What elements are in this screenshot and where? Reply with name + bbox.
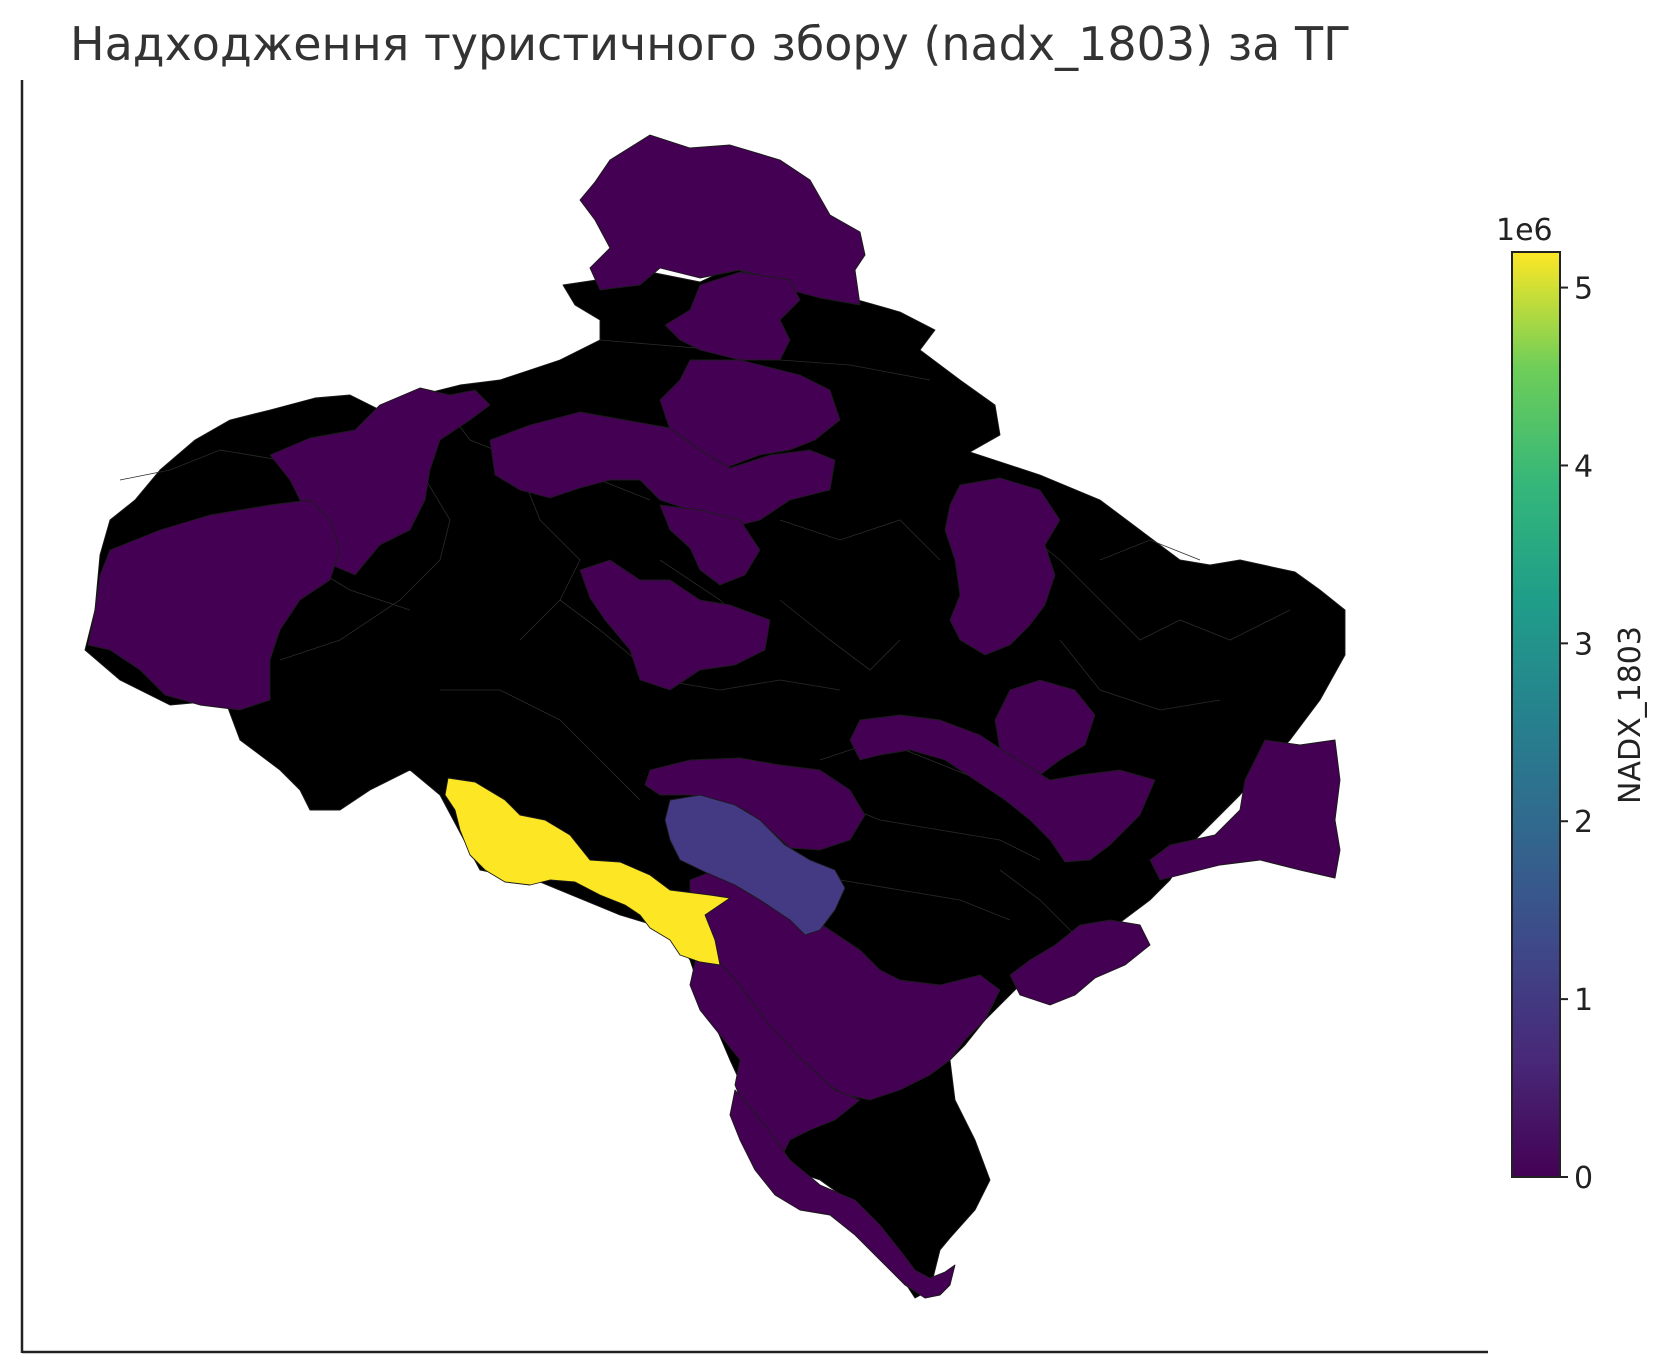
colorbar-tick-label-0: 0: [1574, 1161, 1593, 1196]
colorbar-tick-label-3: 3: [1574, 627, 1593, 662]
map-region-south-tail[interactable]: [729, 1089, 956, 1299]
colorbar-tick-label-2: 2: [1574, 805, 1593, 840]
map-region-west-big[interactable]: [87, 499, 341, 711]
map-region-south-mountain-2[interactable]: [689, 939, 861, 1161]
map-region-east-band[interactable]: [849, 714, 1156, 863]
map-region-southwest-yellow[interactable]: [444, 777, 731, 966]
map-title: Надходження туристичного збору (nadx_180…: [70, 17, 1351, 71]
colorbar-tick-label-1: 1: [1574, 983, 1593, 1018]
map-region-center-north-band[interactable]: [489, 411, 836, 531]
choropleth-map: [84, 134, 1346, 1299]
map-region-north-mid[interactable]: [664, 271, 801, 361]
map-region-east-center[interactable]: [994, 679, 1096, 776]
colorbar-ticks: 0 1 2 3 4 5: [1560, 272, 1593, 1196]
regions-low-value: [87, 134, 1341, 1299]
colorbar-label: NADX_1803: [1613, 626, 1648, 804]
colorbar-tick-label-4: 4: [1574, 449, 1593, 484]
map-region-center-hook[interactable]: [659, 504, 761, 586]
colorbar-multiplier: 1e6: [1496, 213, 1553, 248]
map-region-north-lower[interactable]: [659, 359, 841, 471]
map-region-south-blue[interactable]: [664, 794, 846, 936]
map-region-east-far[interactable]: [1149, 739, 1341, 881]
map-region-east-north[interactable]: [944, 477, 1061, 656]
colorbar-tick-label-5: 5: [1574, 272, 1593, 307]
colorbar-gradient: [1511, 251, 1561, 1178]
map-region-center-south-top[interactable]: [644, 757, 866, 851]
colorbar: 1e6 0 1 2 3 4 5 NADX_1803: [1496, 213, 1648, 1196]
map-region-east-south[interactable]: [1009, 919, 1151, 1006]
map-region-center-diagonal[interactable]: [579, 559, 771, 691]
